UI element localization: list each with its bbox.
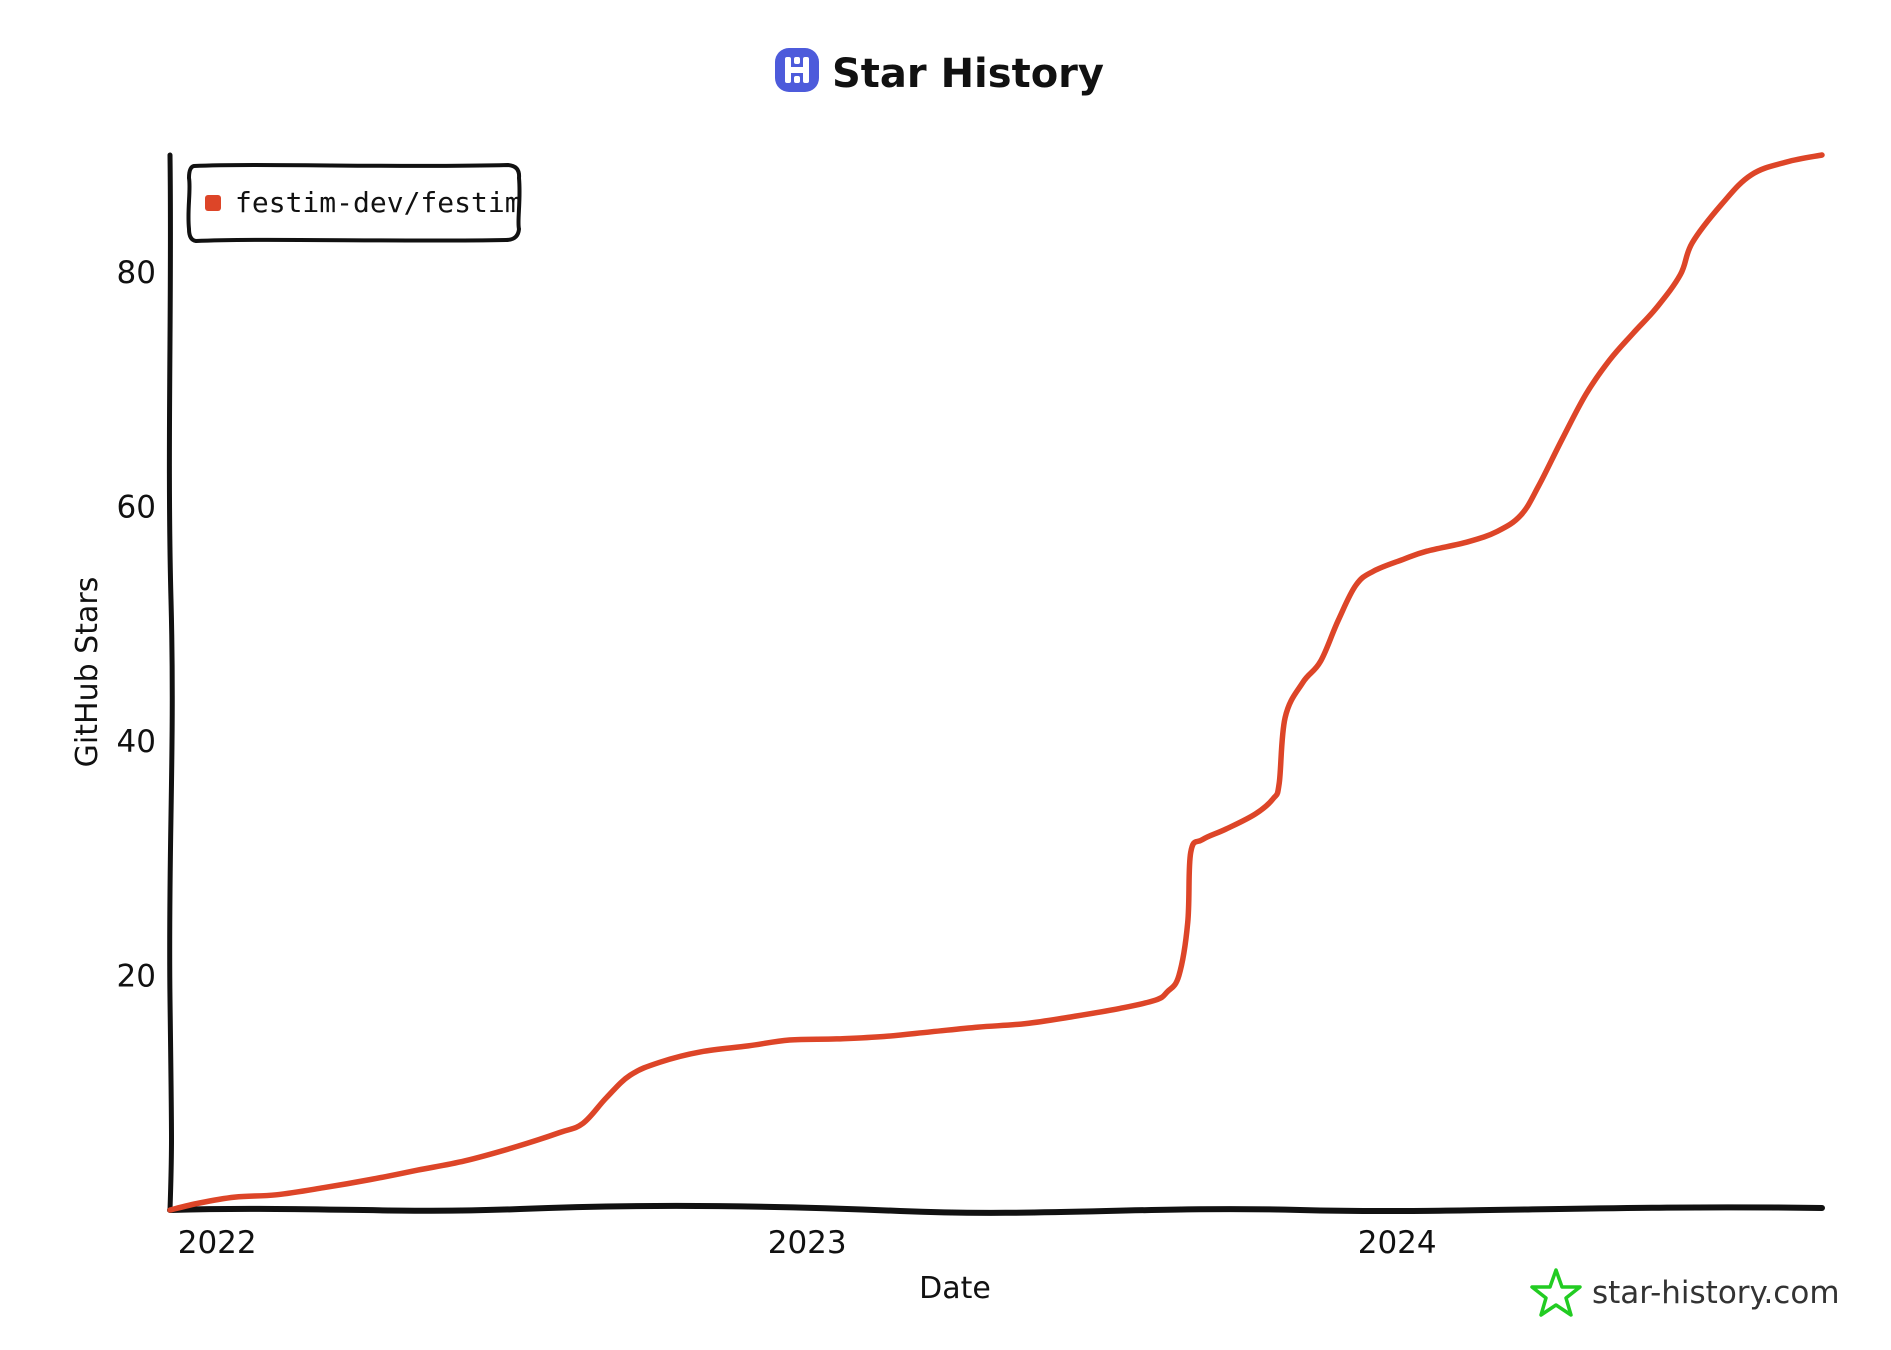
y-axis-ticks: 20 40 60 80 (117, 255, 156, 994)
legend-label: festim-dev/festim (235, 186, 522, 219)
y-tick-label: 60 (117, 490, 156, 526)
y-axis-line (166, 152, 175, 1213)
legend: festim-dev/festim (186, 162, 522, 244)
x-tick-label: 2022 (178, 1225, 257, 1261)
x-tick-label: 2024 (1358, 1225, 1437, 1261)
star-history-logo-icon (775, 48, 819, 92)
chart-title: Star History (832, 51, 1104, 97)
series-line-festim (167, 152, 1825, 1213)
y-axis-label: GitHub Stars (70, 577, 105, 768)
x-axis-line (167, 1202, 1825, 1216)
y-tick-label: 80 (117, 255, 156, 291)
x-tick-label: 2023 (768, 1225, 847, 1261)
y-tick-label: 20 (117, 959, 156, 995)
legend-swatch (205, 195, 221, 211)
legend-box (186, 162, 522, 244)
x-axis-label: Date (919, 1271, 991, 1306)
watermark-text: star-history.com (1592, 1275, 1840, 1311)
star-icon (1530, 1268, 1582, 1317)
y-tick-label: 40 (117, 724, 156, 760)
watermark: star-history.com (1530, 1268, 1840, 1317)
x-axis-ticks: 2022 2023 2024 (178, 1225, 1437, 1261)
